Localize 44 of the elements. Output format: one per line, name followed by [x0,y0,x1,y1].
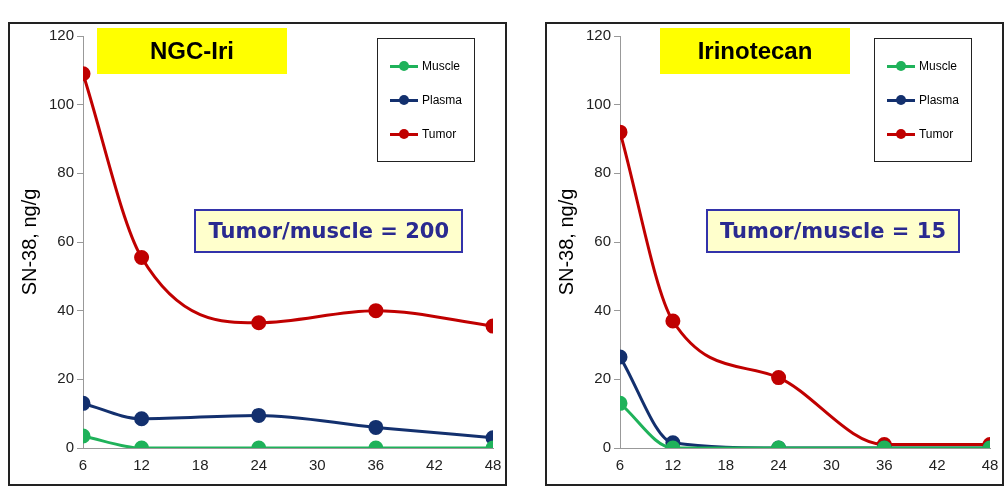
y-tick-label: 40 [594,300,612,318]
point [368,419,384,435]
x-tick-label: 6 [615,456,625,474]
y-tick-label: 20 [57,369,75,387]
y-tick-label: 100 [586,94,612,112]
x-tick-label: 36 [875,456,893,474]
x-tick-label: 24 [770,456,787,474]
y-tick-label: 120 [586,26,612,44]
legend-label: Tumor [421,127,457,141]
x-tick-label: 36 [367,456,385,474]
x-tick-label: 42 [928,456,946,474]
legend-label: Tumor [918,127,954,141]
legend-label: Muscle [421,59,460,73]
x-tick-label: 18 [717,456,735,474]
x-tick-label: 18 [191,456,209,474]
point [368,303,384,319]
legend-label: Plasma [918,93,959,107]
y-tick-label: 40 [57,300,75,318]
x-tick-label: 48 [484,456,502,474]
annotation: Tumor/muscle = 200 [194,209,463,254]
x-tick-label: 12 [664,456,682,474]
legend-label: Plasma [421,93,462,107]
y-axis-title: SN-38, ng/g [554,188,577,296]
x-tick-label: 48 [981,456,999,474]
y-tick-label: 60 [57,232,75,250]
x-tick-label: 42 [426,456,443,474]
x-tick-label: 6 [78,456,88,474]
y-tick-label: 0 [602,438,612,456]
point [251,315,267,331]
y-tick-label: 0 [65,438,75,456]
y-tick-label: 60 [594,232,612,250]
y-tick-label: 120 [49,26,75,44]
y-tick-label: 20 [594,369,612,387]
x-tick-label: 30 [823,456,840,474]
x-tick-label: 24 [250,456,268,474]
y-tick-label: 80 [594,163,612,181]
legend-label: Muscle [918,59,957,73]
x-tick-label: 12 [133,456,150,474]
point [251,407,267,423]
y-tick-label: 100 [49,94,75,112]
annotation: Tumor/muscle = 15 [706,209,960,254]
x-tick-label: 30 [308,456,326,474]
y-axis-title: SN-38, ng/g [17,188,40,296]
y-tick-label: 80 [57,163,75,181]
